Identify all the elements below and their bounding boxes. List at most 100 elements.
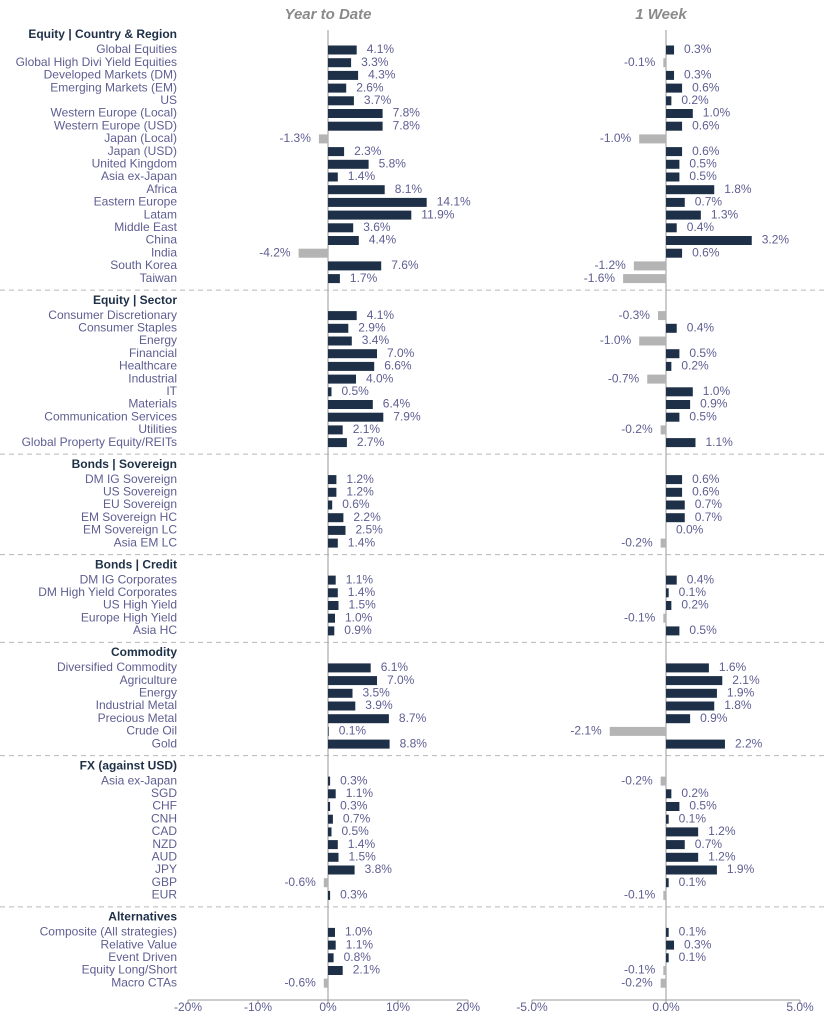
value-label: 7.8%: [393, 106, 421, 120]
value-label: 0.1%: [679, 875, 707, 889]
bar: [663, 58, 666, 68]
bar: [666, 588, 669, 598]
value-label: 2.3%: [354, 144, 382, 158]
value-label: 0.8%: [344, 950, 372, 964]
value-label: 1.1%: [346, 572, 374, 586]
value-label: -0.7%: [608, 371, 640, 385]
bar: [623, 274, 666, 284]
value-label: 0.9%: [700, 711, 728, 725]
value-label: 0.5%: [689, 169, 717, 183]
bar: [328, 840, 338, 850]
value-label: 6.1%: [381, 660, 409, 674]
value-label: 0.5%: [342, 384, 370, 398]
category-label: Energy: [139, 685, 177, 699]
value-label: 1.5%: [349, 849, 377, 863]
bar: [666, 412, 680, 422]
category-label: EM Sovereign LC: [83, 523, 177, 537]
value-label: 0.2%: [681, 786, 709, 800]
value-label: 0.3%: [684, 937, 712, 951]
value-label: 0.3%: [340, 799, 368, 813]
category-label: Crude Oil: [126, 724, 177, 738]
value-label: 2.6%: [356, 80, 384, 94]
bar: [666, 739, 725, 749]
value-label: 1.5%: [349, 598, 377, 612]
bar: [328, 210, 412, 220]
bar: [328, 676, 377, 686]
bar: [666, 500, 685, 510]
bar: [328, 852, 339, 862]
value-label: 6.4%: [383, 397, 411, 411]
value-label: 2.1%: [353, 422, 381, 436]
bar: [666, 45, 675, 55]
bar: [660, 978, 666, 988]
category-label: Equity Long/Short: [82, 963, 178, 977]
value-label: -0.2%: [621, 773, 653, 787]
value-label: 3.5%: [363, 685, 391, 699]
bar: [663, 966, 666, 975]
value-label: 2.7%: [357, 435, 385, 449]
bar: [660, 776, 666, 786]
bar: [666, 121, 683, 131]
category-label: Global Equities: [96, 42, 177, 56]
bar: [328, 663, 371, 673]
category-label: Asia ex-Japan: [101, 773, 177, 787]
bar: [328, 412, 384, 422]
value-label: 1.0%: [703, 384, 731, 398]
value-label: 0.6%: [692, 245, 720, 259]
x-tick-label: 20%: [456, 1000, 480, 1014]
bar: [666, 865, 717, 875]
value-label: 1.2%: [708, 824, 736, 838]
value-label: 3.4%: [362, 333, 390, 347]
value-label: 0.2%: [681, 598, 709, 612]
category-label: Consumer Discretionary: [48, 308, 177, 322]
section-title: FX (against USD): [80, 758, 177, 772]
category-label: Consumer Staples: [78, 320, 177, 334]
value-label: 0.0%: [676, 523, 704, 537]
value-label: 1.9%: [727, 862, 755, 876]
bar: [328, 147, 345, 157]
bar: [328, 701, 356, 711]
bar: [328, 575, 336, 585]
value-label: 0.1%: [679, 925, 707, 939]
bar: [663, 890, 666, 900]
bar: [666, 475, 683, 485]
value-label: 7.0%: [387, 346, 415, 360]
category-label: Relative Value: [101, 937, 178, 951]
value-label: 0.4%: [687, 572, 715, 586]
x-tick-label: 0%: [319, 1000, 337, 1014]
section-title: Commodity: [111, 645, 177, 659]
bar: [328, 425, 343, 435]
category-label: United Kingdom: [92, 156, 177, 170]
category-label: Industrial Metal: [96, 698, 177, 712]
value-label: -0.6%: [284, 875, 316, 889]
bar: [328, 172, 338, 182]
x-tick-label: 0.0%: [652, 1000, 680, 1014]
category-label: JPY: [155, 862, 177, 876]
bar: [666, 387, 693, 397]
value-label: 0.5%: [689, 799, 717, 813]
category-label: GBP: [152, 875, 177, 889]
value-label: 0.5%: [689, 156, 717, 170]
bar: [666, 626, 680, 636]
bar: [666, 236, 752, 245]
bar: [328, 374, 356, 384]
category-label: Precious Metal: [98, 711, 177, 725]
category-label: US: [160, 93, 177, 107]
bar: [328, 789, 336, 799]
value-label: 2.5%: [356, 523, 384, 537]
value-label: 7.6%: [391, 258, 419, 272]
bar: [639, 336, 666, 346]
bar: [328, 185, 385, 195]
bar: [666, 159, 680, 169]
value-label: 1.4%: [348, 169, 376, 183]
bar: [666, 575, 677, 585]
x-tick-label: 5.0%: [786, 1000, 814, 1014]
bar: [633, 261, 666, 271]
bar: [328, 500, 333, 510]
category-label: EUR: [152, 888, 178, 902]
value-label: 1.2%: [346, 472, 374, 486]
category-label: Event Driven: [108, 950, 177, 964]
bar: [666, 701, 715, 711]
category-label: Latam: [144, 207, 177, 221]
value-label: 2.2%: [735, 736, 763, 750]
